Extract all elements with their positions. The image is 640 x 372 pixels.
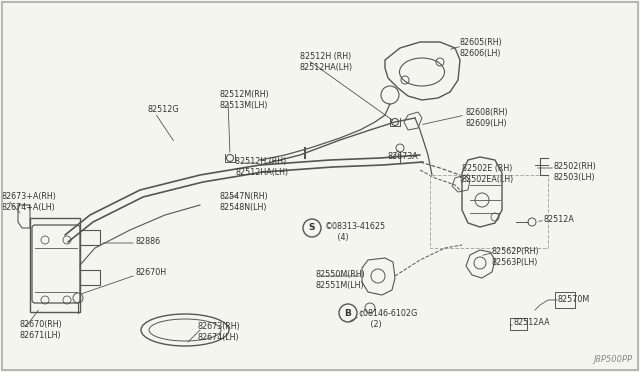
Text: 82502E (RH)
82502EA(LH): 82502E (RH) 82502EA(LH)	[462, 164, 515, 184]
Text: 82608(RH)
82609(LH): 82608(RH) 82609(LH)	[465, 108, 508, 128]
Text: 82570M: 82570M	[558, 295, 590, 304]
Text: 82550M(RH)
82551M(LH): 82550M(RH) 82551M(LH)	[315, 270, 365, 290]
Text: 82512H (RH)
82512HA(LH): 82512H (RH) 82512HA(LH)	[235, 157, 288, 177]
Text: 82512A: 82512A	[543, 215, 574, 224]
Text: 82670H: 82670H	[135, 268, 166, 277]
Text: 82886: 82886	[135, 237, 160, 246]
Text: 82562P(RH)
82563P(LH): 82562P(RH) 82563P(LH)	[492, 247, 540, 267]
Text: 82502(RH)
82503(LH): 82502(RH) 82503(LH)	[553, 162, 596, 182]
Text: 82512M(RH)
82513M(LH): 82512M(RH) 82513M(LH)	[220, 90, 269, 110]
Text: 82547N(RH)
82548N(LH): 82547N(RH) 82548N(LH)	[220, 192, 269, 212]
Text: 82512H (RH)
82512HA(LH): 82512H (RH) 82512HA(LH)	[300, 52, 353, 72]
Text: B: B	[344, 308, 351, 317]
Text: 82605(RH)
82606(LH): 82605(RH) 82606(LH)	[460, 38, 503, 58]
Text: J8P500PP: J8P500PP	[593, 355, 632, 364]
Text: S: S	[308, 224, 316, 232]
Text: ¢08146-6102G
     (2): ¢08146-6102G (2)	[358, 309, 417, 329]
Text: 82512G: 82512G	[148, 105, 180, 114]
Text: 82673A: 82673A	[388, 152, 419, 161]
Text: 82670(RH)
82671(LH): 82670(RH) 82671(LH)	[20, 320, 63, 340]
Text: 82673(RH)
82674(LH): 82673(RH) 82674(LH)	[198, 322, 241, 342]
Text: ©08313-41625
     (4): ©08313-41625 (4)	[325, 222, 386, 242]
Text: 82512AA: 82512AA	[513, 318, 550, 327]
Text: 82673+A(RH)
82674+A(LH): 82673+A(RH) 82674+A(LH)	[2, 192, 57, 212]
